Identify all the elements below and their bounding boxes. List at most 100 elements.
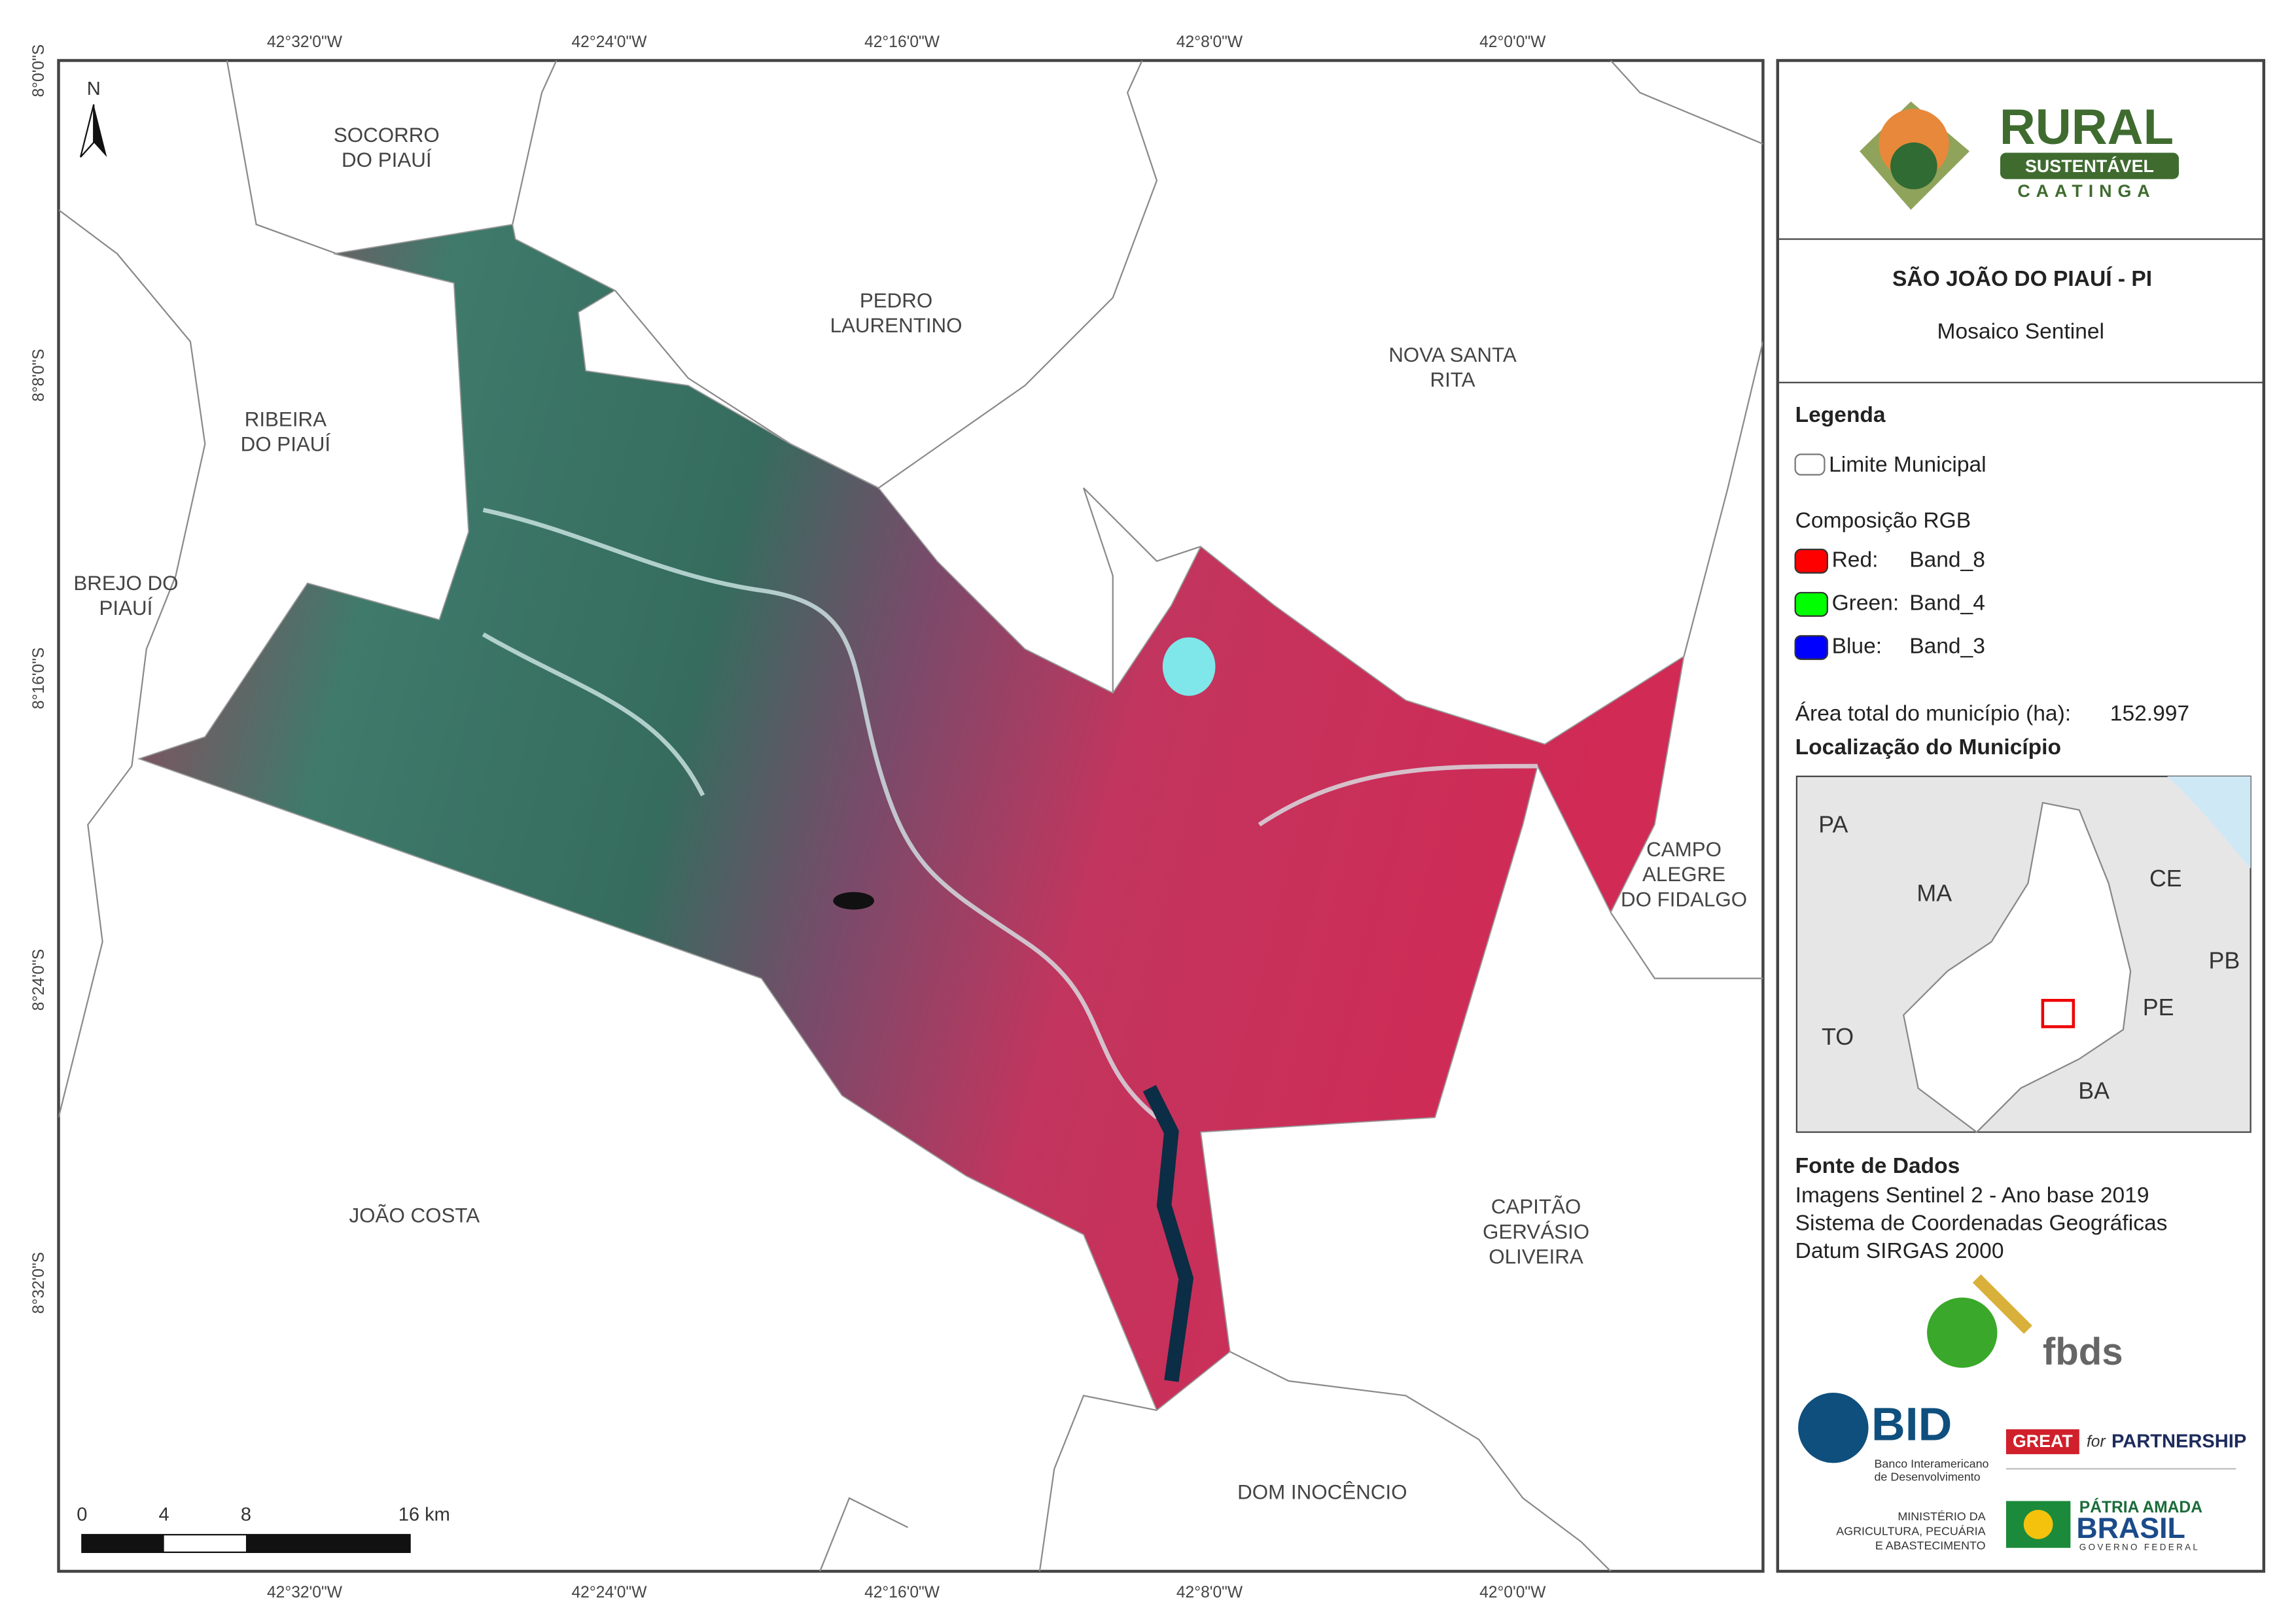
title: SÃO JOÃO DO PIAUÍ - PI — [1892, 266, 2152, 291]
municipality-label: BREJO DO — [73, 572, 178, 595]
scale-bar: 0 4 8 16 km — [77, 1505, 450, 1553]
band-name: Band_8 — [1909, 548, 1985, 572]
municipality-label: DO PIAUÍ — [342, 148, 432, 171]
state-label: CE — [2149, 865, 2182, 892]
dam-lake — [1142, 1085, 1194, 1382]
area-label: Área total do município (ha): — [1795, 702, 2071, 726]
brasil-logo: PÁTRIA AMADA — [2079, 1498, 2202, 1516]
top-longitude-labels: 42°32'0"W 42°24'0"W 42°16'0"W 42°8'0"W 4… — [267, 33, 1546, 51]
state-label: PA — [1818, 811, 1848, 837]
lon-label: 42°32'0"W — [267, 1584, 343, 1601]
state-label: PB — [2208, 947, 2240, 973]
band-name: Band_3 — [1909, 635, 1985, 659]
state-label: BA — [2078, 1078, 2110, 1104]
legend-subtitle: Composição RGB — [1795, 508, 1971, 532]
partner-logos: fbds BID Banco Interamericano de Desenvo… — [1798, 1274, 2246, 1552]
municipality-label: PEDRO — [860, 289, 932, 312]
lon-label: 42°0'0"W — [1479, 33, 1546, 51]
lon-label: 42°24'0"W — [571, 1584, 647, 1601]
municipality-label: SOCORRO — [334, 124, 440, 147]
band-swatch — [1794, 635, 1828, 660]
subtitle: Mosaico Sentinel — [1937, 320, 2104, 344]
lat-label: 8°16'0"S — [30, 648, 48, 709]
municipality-label: JOÃO COSTA — [349, 1204, 480, 1227]
boundaries — [58, 60, 1763, 1571]
great-logo: GREAT — [2013, 1431, 2074, 1451]
band-legend: Red: Band_8 Green: Band_4 Blue: Band_3 — [1794, 548, 1985, 660]
municipality-label: DO PIAUÍ — [241, 432, 331, 455]
municipality-label: OLIVEIRA — [1489, 1245, 1583, 1268]
state-label: PE — [2143, 994, 2174, 1021]
bid-name: de Desenvolvimento — [1874, 1470, 1980, 1483]
band-swatch — [1794, 548, 1828, 574]
bid-name: Banco Interamericano — [1874, 1457, 1988, 1470]
bid-logo: BID — [1871, 1399, 1952, 1451]
area-value: 152.997 — [2110, 702, 2189, 726]
lat-label: 8°8'0"S — [30, 349, 48, 402]
source-line: Sistema de Coordenadas Geográficas — [1795, 1211, 2168, 1235]
source-line: Imagens Sentinel 2 - Ano base 2019 — [1795, 1183, 2149, 1208]
lon-label: 42°16'0"W — [864, 1584, 940, 1601]
ministry-line: AGRICULTURA, PECUÁRIA — [1836, 1524, 1985, 1537]
municipality-label: GERVÁSIO — [1483, 1220, 1589, 1243]
band-label: Blue: — [1832, 635, 1882, 659]
scale-label: 0 — [77, 1505, 87, 1526]
municipality-label: CAPITÃO — [1491, 1195, 1581, 1218]
lon-label: 42°8'0"W — [1176, 33, 1243, 51]
logo-text: CAATINGA — [2017, 181, 2155, 201]
lat-label: 8°0'0"S — [30, 44, 48, 97]
location-title: Localização do Município — [1795, 735, 2061, 759]
north-arrow: N — [79, 79, 107, 158]
municipality-labels: SOCORRO DO PIAUÍ PEDRO LAURENTINO NOVA S… — [73, 124, 1747, 1504]
municipality-label: DO FIDALGO — [1621, 888, 1747, 911]
location-inset: PA MA CE PB PE TO BA — [1795, 775, 2252, 1134]
municipality-label: ALEGRE — [1642, 863, 1725, 886]
lon-label: 42°0'0"W — [1479, 1584, 1546, 1601]
logo-text: SUSTENTÁVEL — [2025, 156, 2154, 176]
source-line: Datum SIRGAS 2000 — [1795, 1239, 2004, 1263]
scale-label: 16 km — [398, 1505, 450, 1526]
sources-title: Fonte de Dados — [1795, 1154, 1960, 1178]
municipality-label: DOM INOCÊNCIO — [1237, 1481, 1407, 1504]
lat-label: 8°32'0"S — [30, 1252, 48, 1314]
legend-item: Limite Municipal — [1829, 453, 1987, 477]
rivers — [482, 508, 1538, 1119]
ministry-line: E ABASTECIMENTO — [1875, 1539, 1986, 1552]
latitude-labels: 8°0'0"S 8°8'0"S 8°16'0"S 8°24'0"S 8°32'0… — [30, 44, 48, 1314]
scale-label: 8 — [241, 1505, 251, 1526]
municipality-label: NOVA SANTA — [1388, 343, 1517, 366]
municipality-label: CAMPO — [1646, 838, 1722, 861]
municipality-label: RIBEIRA — [245, 408, 327, 430]
municipality-label: LAURENTINO — [830, 314, 963, 337]
lat-label: 8°24'0"S — [30, 949, 48, 1011]
legend: Legenda Limite Municipal Composição RGB … — [1794, 403, 1987, 660]
lake — [833, 892, 875, 910]
state-label: MA — [1916, 881, 1952, 907]
brasil-logo: GOVERNO FEDERAL — [2079, 1543, 2200, 1552]
band-swatch — [1794, 591, 1828, 617]
scale-label: 4 — [159, 1505, 169, 1526]
lon-label: 42°8'0"W — [1176, 1584, 1243, 1601]
great-logo: for — [2087, 1433, 2107, 1451]
municipality-label: PIAUÍ — [99, 597, 153, 620]
bottom-longitude-labels: 42°32'0"W 42°24'0"W 42°16'0"W 42°8'0"W 4… — [267, 1584, 1546, 1601]
band-label: Red: — [1832, 548, 1879, 572]
reservoir — [1162, 637, 1216, 696]
municipality-label: RITA — [1430, 368, 1475, 391]
brasil-logo: BRASIL — [2076, 1512, 2185, 1544]
state-label: TO — [1822, 1024, 1854, 1050]
fbds-logo: fbds — [2043, 1331, 2123, 1373]
band-label: Green: — [1832, 591, 1899, 616]
band-name: Band_4 — [1909, 591, 1985, 616]
ministry-line: MINISTÉRIO DA — [1898, 1510, 1985, 1523]
rural-logo: RURAL SUSTENTÁVEL CAATINGA — [1860, 99, 2179, 210]
lon-label: 42°16'0"W — [864, 33, 940, 51]
lon-label: 42°24'0"W — [571, 33, 647, 51]
legend-title: Legenda — [1795, 403, 1886, 427]
north-label: N — [87, 79, 101, 99]
great-logo: PARTNERSHIP — [2111, 1431, 2246, 1452]
lon-label: 42°32'0"W — [267, 33, 343, 51]
logo-text: RURAL — [2000, 99, 2174, 155]
